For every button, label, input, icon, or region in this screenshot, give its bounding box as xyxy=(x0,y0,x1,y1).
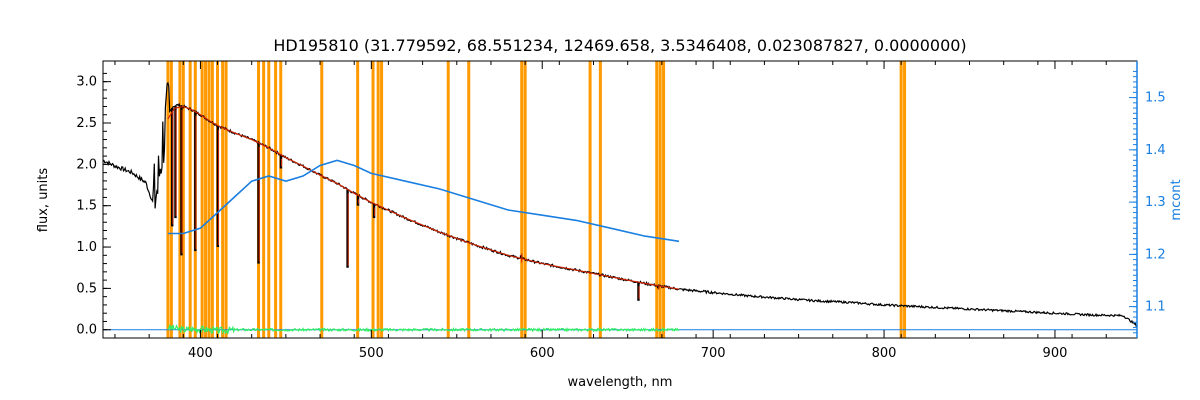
y-tick-label: 0.0 xyxy=(76,323,97,338)
mask-line xyxy=(658,61,662,338)
mask-line xyxy=(598,61,602,338)
series-mcont xyxy=(167,159,680,243)
mask-line xyxy=(166,61,170,338)
series-residual xyxy=(167,324,680,336)
mask-line xyxy=(371,61,375,338)
y-tick-label: 1.0 xyxy=(76,240,97,255)
y-tick-label: 2.5 xyxy=(76,116,97,131)
mask-line xyxy=(178,61,182,338)
y2-axis: 1.1 1.2 1.3 1.4 1.5 xyxy=(1129,61,1166,338)
chart-title: HD195810 (31.779592, 68.551234, 12469.65… xyxy=(273,36,966,55)
mask-line xyxy=(520,61,524,338)
y2-tick-label: 1.4 xyxy=(1145,143,1166,158)
mask-line xyxy=(224,61,228,338)
y-tick-label: 0.5 xyxy=(76,281,97,296)
mask-line xyxy=(320,61,324,338)
mask-line xyxy=(210,61,214,338)
mask-line xyxy=(200,61,204,338)
y-tick-label: 1.5 xyxy=(76,199,97,214)
x-tick-label: 700 xyxy=(701,346,726,361)
x-axis: 400 500 600 700 800 900 xyxy=(114,61,1107,361)
mask-line xyxy=(899,61,903,338)
mask-line xyxy=(903,61,907,338)
mask-line xyxy=(221,61,225,338)
y2-tick-label: 1.5 xyxy=(1145,91,1166,106)
mask-line xyxy=(446,61,450,338)
mask-line xyxy=(588,61,592,338)
x-tick-label: 600 xyxy=(530,346,555,361)
mask-line xyxy=(380,61,384,338)
mask-line xyxy=(655,61,659,338)
mask-line xyxy=(267,61,271,338)
x-tick-label: 400 xyxy=(188,346,213,361)
series-model xyxy=(167,105,680,290)
y2-axis-label: mcont xyxy=(1169,179,1184,220)
mask-line xyxy=(279,61,283,338)
mask-line xyxy=(376,61,380,338)
mask-line xyxy=(188,61,192,338)
y-axis: 0.0 0.5 1.0 1.5 2.0 2.5 3.0 xyxy=(76,72,111,338)
data-series xyxy=(102,81,1138,336)
x-tick-label: 800 xyxy=(872,346,897,361)
mask-line xyxy=(207,61,211,338)
mask-line xyxy=(262,61,266,338)
y2-tick-label: 1.1 xyxy=(1145,300,1166,315)
x-axis-label: wavelength, nm xyxy=(568,375,673,390)
y-axis-label: flux, units xyxy=(36,168,51,233)
mask-line xyxy=(181,61,185,338)
mask-line xyxy=(523,61,527,338)
mask-lines xyxy=(166,61,907,338)
x-tick-label: 900 xyxy=(1043,346,1068,361)
y-tick-label: 3.0 xyxy=(76,75,97,90)
x-tick-label: 500 xyxy=(359,346,384,361)
y-tick-label: 2.0 xyxy=(76,157,97,172)
mask-line xyxy=(274,61,278,338)
y2-tick-label: 1.2 xyxy=(1145,247,1166,262)
y2-tick-label: 1.3 xyxy=(1145,195,1166,210)
mask-line xyxy=(662,61,666,338)
mask-line xyxy=(467,61,471,338)
mask-line xyxy=(204,61,208,338)
